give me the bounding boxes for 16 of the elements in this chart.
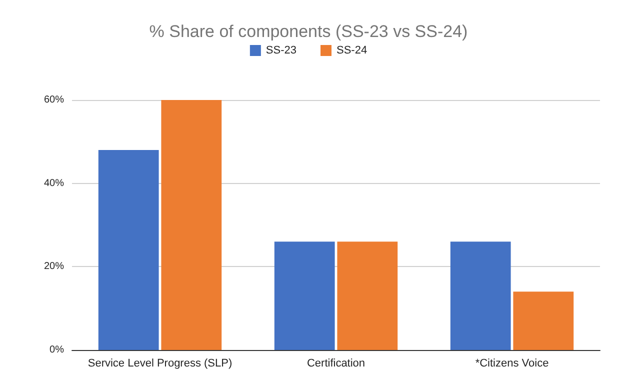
x-tick-label: Certification <box>306 358 366 370</box>
bar <box>513 292 574 350</box>
legend-label: SS-24 <box>336 44 368 56</box>
bar <box>98 150 159 350</box>
bar <box>274 242 335 350</box>
bar <box>450 242 511 350</box>
chart-title: % Share of components (SS-23 vs SS-24) <box>149 22 468 41</box>
y-tick-label: 20% <box>44 261 64 272</box>
bar <box>337 242 398 350</box>
y-tick-label: 60% <box>44 94 64 106</box>
y-tick-label: 0% <box>50 344 64 356</box>
y-tick-label: 40% <box>44 178 64 189</box>
x-tick-label: Service Level Progress (SLP) <box>88 358 232 370</box>
x-tick-label: *Citizens Voice <box>475 358 549 370</box>
legend-label: SS-23 <box>266 44 297 56</box>
bar <box>161 100 222 350</box>
